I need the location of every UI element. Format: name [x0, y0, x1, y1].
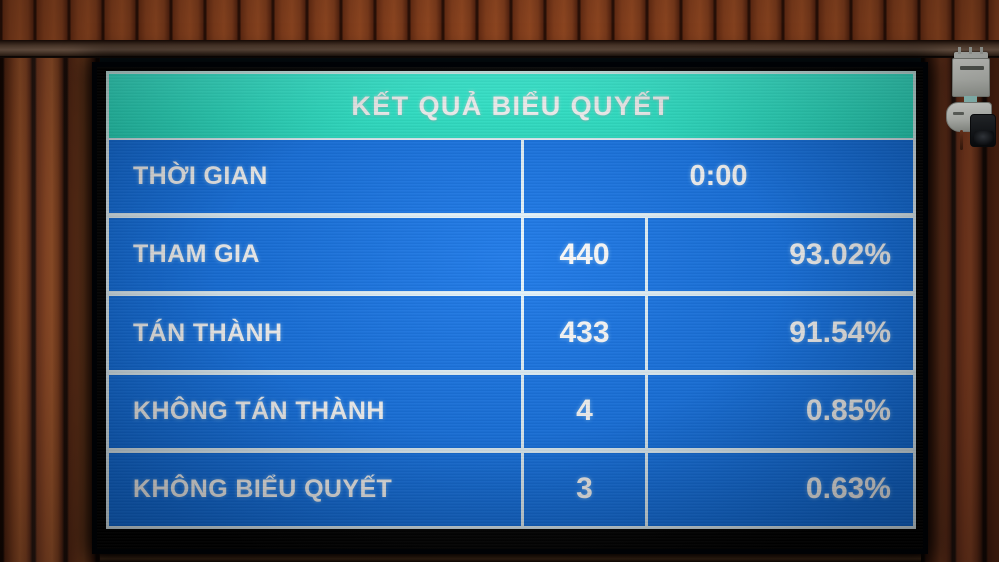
row-percent-khong-bieu-quyet: 0.63% [645, 452, 913, 527]
screen-surface: KẾT QUẢ BIỂU QUYẾT THỜI GIAN 0:00 THAM G… [97, 67, 923, 549]
camera-housing-box [952, 58, 990, 97]
table-row: THỜI GIAN 0:00 [106, 138, 916, 217]
bracket-pin [958, 47, 961, 54]
row-percent-tham-gia: 93.02% [645, 218, 913, 292]
camera-arm-marking [953, 112, 964, 115]
bracket-pin [980, 47, 983, 54]
camera-bracket [954, 47, 988, 59]
security-camera [944, 47, 996, 157]
row-label-khong-bieu-quyet: KHÔNG BIỂU QUYẾT [133, 474, 393, 503]
wood-floor-strip [100, 554, 921, 562]
row-count-tan-thanh: 433 [521, 296, 645, 370]
row-count-khong-bieu-quyet: 3 [521, 452, 645, 527]
wood-slat-column-left [0, 58, 100, 562]
row-value-thoi-gian: 0:00 [521, 140, 913, 214]
result-rows: THỜI GIAN 0:00 THAM GIA 440 93.02% TÁN T… [106, 138, 916, 530]
camera-lens-glass [974, 131, 994, 145]
camera-lens [970, 114, 996, 147]
row-count-tham-gia: 440 [521, 218, 645, 292]
row-percent-khong-tan-thanh: 0.85% [645, 374, 913, 448]
table-row: KHÔNG TÁN THÀNH 4 0.85% [106, 372, 916, 451]
page-title: KẾT QUẢ BIỂU QUYẾT [351, 90, 671, 121]
wood-top-panel-band [0, 0, 999, 40]
led-result-display: KẾT QUẢ BIỂU QUYẾT THỜI GIAN 0:00 THAM G… [92, 62, 928, 554]
voting-result-board: KẾT QUẢ BIỂU QUYẾT THỜI GIAN 0:00 THAM G… [106, 71, 916, 530]
row-percent-tan-thanh: 91.54% [645, 296, 913, 370]
board-title-bar: KẾT QUẢ BIỂU QUYẾT [106, 71, 916, 138]
wood-top-trim [0, 40, 999, 58]
row-count-khong-tan-thanh: 4 [521, 374, 645, 448]
camera-vent-slot [960, 66, 984, 70]
row-label-tan-thanh: TÁN THÀNH [133, 318, 283, 347]
row-label-tham-gia: THAM GIA [133, 240, 260, 269]
row-label-khong-tan-thanh: KHÔNG TÁN THÀNH [133, 396, 385, 425]
table-row: TÁN THÀNH 433 91.54% [106, 294, 916, 373]
bracket-pin [969, 47, 972, 54]
table-row: THAM GIA 440 93.02% [106, 216, 916, 295]
camera-neck [964, 96, 977, 103]
row-label-thoi-gian: THỜI GIAN [133, 162, 268, 191]
camera-cable [960, 130, 963, 150]
table-row: KHÔNG BIỂU QUYẾT 3 0.63% [106, 450, 916, 530]
